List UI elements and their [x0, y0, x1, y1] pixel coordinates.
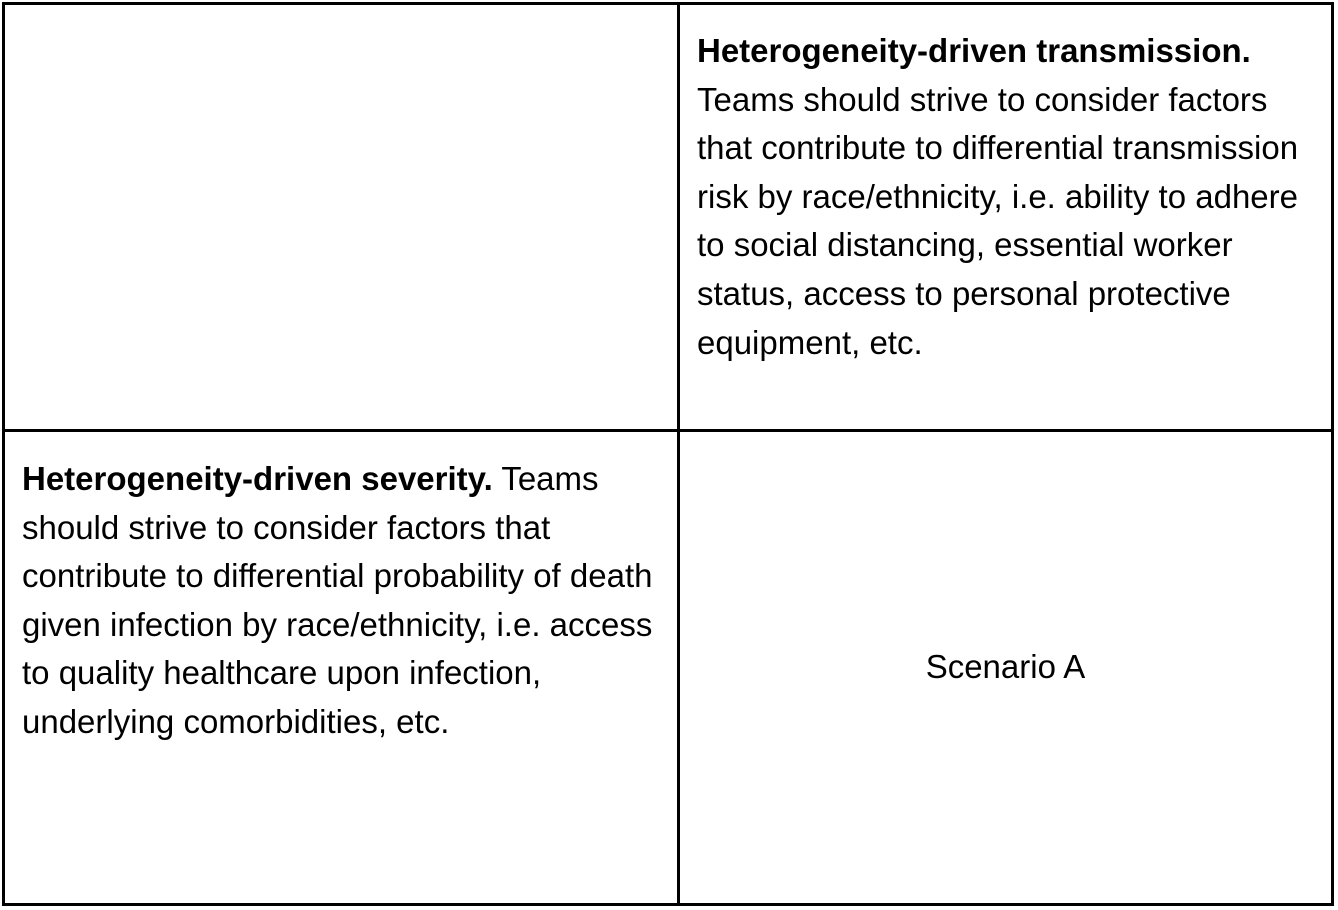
scenario-cell: Scenario A	[680, 432, 1331, 903]
severity-heading: Heterogeneity-driven severity.	[22, 460, 493, 497]
empty-cell	[5, 5, 680, 432]
scenario-label: Scenario A	[925, 648, 1086, 686]
transmission-heading: Heterogeneity-driven transmission.	[697, 32, 1251, 69]
transmission-cell: Heterogeneity-driven transmission. Teams…	[680, 5, 1331, 432]
severity-description: Teams should strive to consider factors …	[22, 460, 653, 740]
transmission-description: Teams should strive to consider factors …	[697, 80, 1299, 361]
severity-cell: Heterogeneity-driven severity. Teams sho…	[5, 432, 680, 903]
